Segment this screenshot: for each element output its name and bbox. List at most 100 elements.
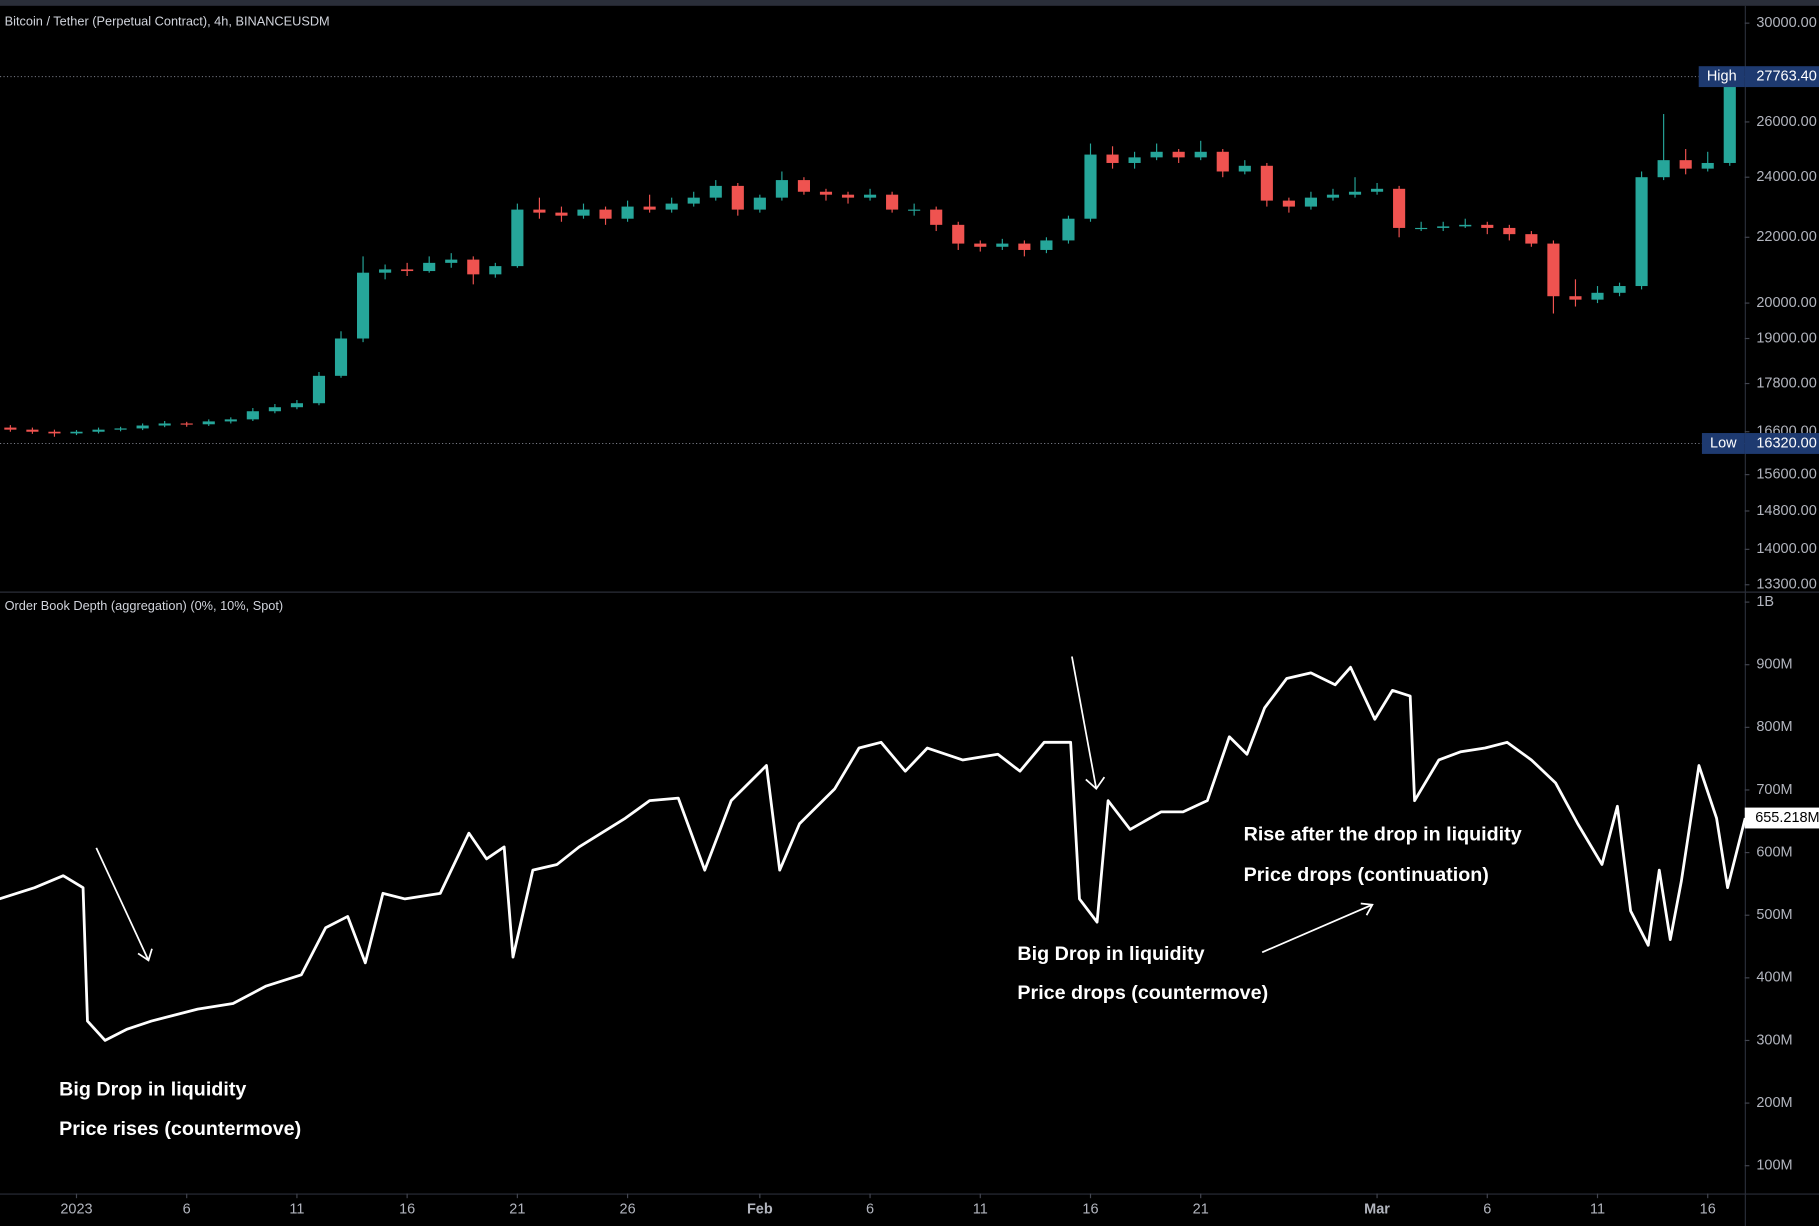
y-tick-label: 900M — [1756, 657, 1792, 673]
candle-body — [356, 272, 370, 339]
y-tick-label: 200M — [1756, 1095, 1792, 1111]
level-value-box — [1744, 433, 1819, 454]
level-label-box — [1698, 66, 1745, 88]
candle-body — [1172, 151, 1185, 158]
y-tick-label: 15600.00 — [1756, 466, 1816, 482]
candle-body — [731, 185, 744, 210]
level-value: 27763.40 — [1756, 68, 1816, 84]
candle-body — [1591, 292, 1604, 300]
annotation: Price drops (continuation) — [1244, 864, 1489, 886]
y-tick-label: 20000.00 — [1756, 295, 1816, 311]
y-tick-label: 30000.00 — [1756, 15, 1816, 31]
candle-body — [841, 194, 855, 198]
y-tick-label: 1B — [1756, 594, 1774, 610]
candle-body — [114, 428, 127, 430]
candle-body — [1150, 151, 1163, 158]
candle-body — [1371, 188, 1384, 192]
candle-body — [70, 431, 83, 434]
x-tick-label: 6 — [183, 1202, 191, 1218]
candle-body — [1062, 218, 1075, 241]
y-tick-label: 500M — [1756, 907, 1792, 923]
y-tick-label: 400M — [1756, 970, 1792, 986]
candle-body — [1437, 226, 1450, 228]
y-tick-label: 26000.00 — [1756, 114, 1816, 130]
candle-body — [930, 209, 943, 225]
arrows — [95, 656, 1374, 962]
candle-body — [908, 209, 921, 211]
candle-body — [445, 259, 458, 263]
arrow — [1261, 903, 1373, 954]
x-tick-label: 6 — [1483, 1202, 1491, 1218]
candle-body — [1326, 194, 1340, 198]
annotation: Big Drop in liquidity — [1017, 943, 1204, 965]
candle-body — [665, 203, 678, 210]
candle-body — [886, 194, 899, 210]
candle-body — [1282, 200, 1295, 207]
candle-body — [4, 427, 17, 430]
level-value: 16320.00 — [1756, 435, 1816, 451]
level-value-box — [1744, 66, 1819, 88]
candle-body — [687, 197, 700, 204]
last-value-label: 655.218M — [1755, 810, 1819, 826]
candle-body — [180, 423, 193, 425]
candle-body — [1569, 296, 1582, 300]
x-tick-label: 16 — [399, 1202, 415, 1218]
candle-body — [996, 243, 1009, 247]
candle-body — [797, 180, 810, 192]
candle-body — [48, 431, 61, 434]
candle-body — [643, 206, 656, 210]
x-tick-label: 11 — [1590, 1202, 1605, 1218]
candle-body — [1679, 160, 1692, 169]
candle-body — [312, 375, 326, 404]
candle-body — [1018, 243, 1031, 250]
price-pane-title: Bitcoin / Tether (Perpetual Contract), 4… — [5, 13, 330, 28]
candle-body — [1415, 227, 1428, 230]
x-tick-label: Feb — [747, 1202, 773, 1218]
candle-body — [1547, 243, 1560, 297]
candle-body — [334, 338, 348, 376]
y-tick-label: 22000.00 — [1756, 229, 1816, 245]
annotation: Price rises (countermove) — [59, 1118, 301, 1140]
candle-body — [952, 224, 965, 244]
candle-body — [1657, 160, 1670, 178]
y-tick-label: 14000.00 — [1756, 541, 1816, 557]
x-tick-label: 2023 — [60, 1202, 92, 1218]
candle-body — [864, 194, 877, 198]
x-tick-label: 11 — [289, 1202, 304, 1218]
candle-body — [290, 403, 303, 408]
candle-body — [1723, 78, 1736, 163]
x-tick-label: 11 — [973, 1202, 988, 1218]
candle-body — [268, 407, 281, 412]
candle-body — [1393, 188, 1406, 228]
x-tick-label: 6 — [866, 1202, 874, 1218]
y-tick-label: 24000.00 — [1756, 169, 1816, 185]
last-value-box — [1744, 807, 1819, 829]
y-tick-label: 100M — [1756, 1158, 1792, 1174]
candle-body — [1238, 165, 1251, 172]
depth-pane-title: Order Book Depth (aggregation) (0%, 10%,… — [5, 598, 284, 613]
candle-body — [819, 191, 833, 195]
level-label: Low — [1710, 435, 1737, 451]
candle-body — [401, 269, 414, 272]
y-tick-label: 300M — [1756, 1032, 1792, 1048]
level-label: High — [1707, 68, 1737, 84]
candle-body — [577, 209, 590, 216]
y-tick-label: 19000.00 — [1756, 330, 1816, 346]
y-tick-label: 700M — [1756, 782, 1792, 798]
candle-body — [1459, 224, 1472, 227]
x-tick-label: 16 — [1700, 1202, 1716, 1218]
candle-body — [92, 429, 105, 432]
top-bar — [0, 0, 1819, 6]
candle-body — [158, 423, 171, 426]
candle-body — [246, 411, 259, 420]
x-tick-label: 26 — [620, 1202, 636, 1218]
candle-body — [489, 266, 502, 275]
candle-body — [753, 197, 766, 210]
annotation: Rise after the drop in liquidity — [1244, 823, 1522, 845]
arrow — [1071, 656, 1098, 789]
candle-body — [533, 209, 546, 213]
candle-body — [974, 243, 987, 247]
candle-body — [1348, 191, 1362, 195]
